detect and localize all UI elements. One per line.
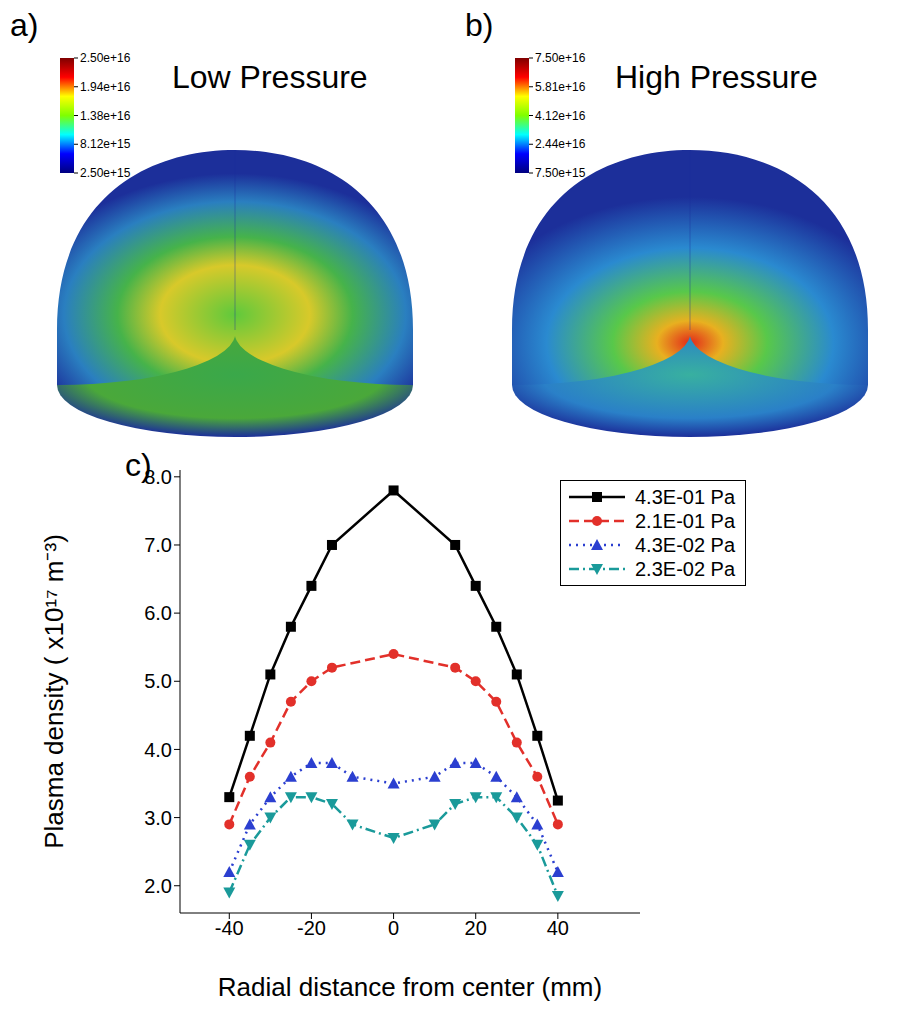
- svg-text:7.50e+16: 7.50e+16: [535, 51, 586, 65]
- svg-text:-40: -40: [215, 917, 244, 939]
- html-text:c): c): [125, 447, 152, 483]
- svg-text:6.0: 6.0: [144, 602, 172, 624]
- svg-text:3.0: 3.0: [144, 807, 172, 829]
- svg-text:4.0: 4.0: [144, 739, 172, 761]
- svg-text:Low Pressure: Low Pressure: [172, 59, 368, 95]
- svg-text:2.44e+16: 2.44e+16: [535, 137, 586, 151]
- svg-text:2.0: 2.0: [144, 875, 172, 897]
- html-text:2.1E-01 Pa: 2.1E-01 Pa: [635, 509, 736, 532]
- svg-text:b): b): [465, 7, 493, 43]
- html-text:4.3E-01 Pa: 4.3E-01 Pa: [635, 485, 736, 508]
- svg-text:a): a): [10, 7, 38, 43]
- svg-text:High Pressure: High Pressure: [615, 59, 818, 95]
- svg-text:0: 0: [388, 917, 399, 939]
- svg-text:7.0: 7.0: [144, 534, 172, 556]
- svg-text:-20: -20: [297, 917, 326, 939]
- svg-text:2.50e+15: 2.50e+15: [80, 166, 131, 180]
- svg-text:Radial distance from center (m: Radial distance from center (mm): [218, 972, 602, 1002]
- html-text:4.3E-02 Pa: 4.3E-02 Pa: [635, 533, 736, 556]
- svg-text:4.12e+16: 4.12e+16: [535, 109, 586, 123]
- svg-text:2.50e+16: 2.50e+16: [80, 51, 131, 65]
- svg-text:40: 40: [547, 917, 569, 939]
- svg-text:5.0: 5.0: [144, 670, 172, 692]
- svg-text:1.38e+16: 1.38e+16: [80, 109, 131, 123]
- svg-text:8.12e+15: 8.12e+15: [80, 137, 131, 151]
- svg-text:7.50e+15: 7.50e+15: [535, 166, 586, 180]
- svg-text:Plasma density ( x10¹⁷ m⁻³): Plasma density ( x10¹⁷ m⁻³): [39, 534, 69, 849]
- svg-text:5.81e+16: 5.81e+16: [535, 80, 586, 94]
- svg-text:1.94e+16: 1.94e+16: [80, 80, 131, 94]
- svg-text:8.0: 8.0: [144, 466, 172, 488]
- svg-text:20: 20: [465, 917, 487, 939]
- html-text:2.3E-02 Pa: 2.3E-02 Pa: [635, 557, 736, 580]
